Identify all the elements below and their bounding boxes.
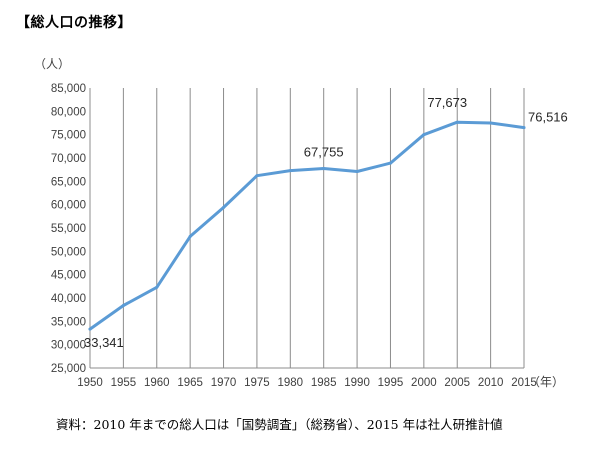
data-point: [155, 285, 159, 289]
y-tick-label: 45,000: [51, 270, 86, 282]
data-point: [121, 303, 125, 307]
x-tick-label: 1985: [311, 377, 337, 389]
data-label: 76,516: [528, 110, 568, 125]
data-point: [322, 166, 326, 170]
x-axis-unit: （年）: [528, 375, 564, 389]
data-point: [355, 170, 359, 174]
x-tick-label: 2010: [478, 377, 504, 389]
data-point: [422, 133, 426, 137]
data-point: [88, 327, 92, 331]
x-tick-label: 1980: [278, 377, 304, 389]
x-tick-labels: 1950 1955 1960 1965 1970 1975 1980 1985 1990 1995…: [77, 377, 537, 389]
y-tick-label: 40,000: [51, 293, 86, 305]
data-label: 33,341: [84, 335, 124, 350]
data-point: [288, 169, 292, 173]
x-tick-label: 1965: [177, 377, 203, 389]
y-tick-label: 65,000: [51, 176, 86, 188]
gridlines: [122, 88, 525, 368]
data-point: [455, 120, 459, 124]
data-point: [522, 126, 526, 130]
y-tick-labels: 25,000 30,000 35,000 40,000 45,000 50,000 55,0…: [51, 83, 86, 375]
population-line-chart: 25,000 30,000 35,000 40,000 45,000 50,000 55,0…: [34, 57, 568, 389]
y-tick-label: 80,000: [51, 106, 86, 118]
y-tick-label: 85,000: [51, 83, 86, 95]
x-tick-label: 1955: [111, 377, 137, 389]
x-tick-label: 1950: [77, 377, 103, 389]
source-note: 資料：2010 年までの総人口は「国勢調査」（総務省）、2015 年は社人研推計…: [56, 417, 503, 432]
data-point: [188, 234, 192, 238]
y-tick-label: 55,000: [51, 223, 86, 235]
data-label: 67,755: [304, 144, 344, 159]
axes: [89, 88, 524, 369]
x-tick-label: 2005: [444, 377, 470, 389]
y-tick-label: 35,000: [51, 316, 86, 328]
y-tick-label: 60,000: [51, 200, 86, 212]
x-tick-label: 1990: [344, 377, 370, 389]
data-point: [489, 121, 493, 125]
y-tick-label: 70,000: [51, 153, 86, 165]
data-labels: 33,341 67,755 77,673 76,516: [84, 95, 568, 350]
y-tick-label: 30,000: [51, 340, 86, 352]
x-tick-label: 1975: [244, 377, 270, 389]
data-point: [388, 161, 392, 165]
series-lines: [88, 120, 526, 331]
x-tick-label: 1995: [378, 377, 404, 389]
x-tick-label: 2000: [411, 377, 437, 389]
y-axis-unit: （人）: [34, 57, 70, 71]
y-tick-label: 75,000: [51, 130, 86, 142]
x-tick-label: 1970: [211, 377, 237, 389]
data-point: [222, 205, 226, 209]
x-tick-label: 2015: [511, 377, 537, 389]
y-tick-label: 25,000: [51, 363, 86, 375]
data-label: 77,673: [427, 95, 467, 110]
series-line: [88, 120, 526, 331]
x-tick-label: 1960: [144, 377, 170, 389]
data-point: [255, 174, 259, 178]
chart-title: 【総人口の推移】: [16, 15, 132, 31]
y-tick-label: 50,000: [51, 246, 86, 258]
